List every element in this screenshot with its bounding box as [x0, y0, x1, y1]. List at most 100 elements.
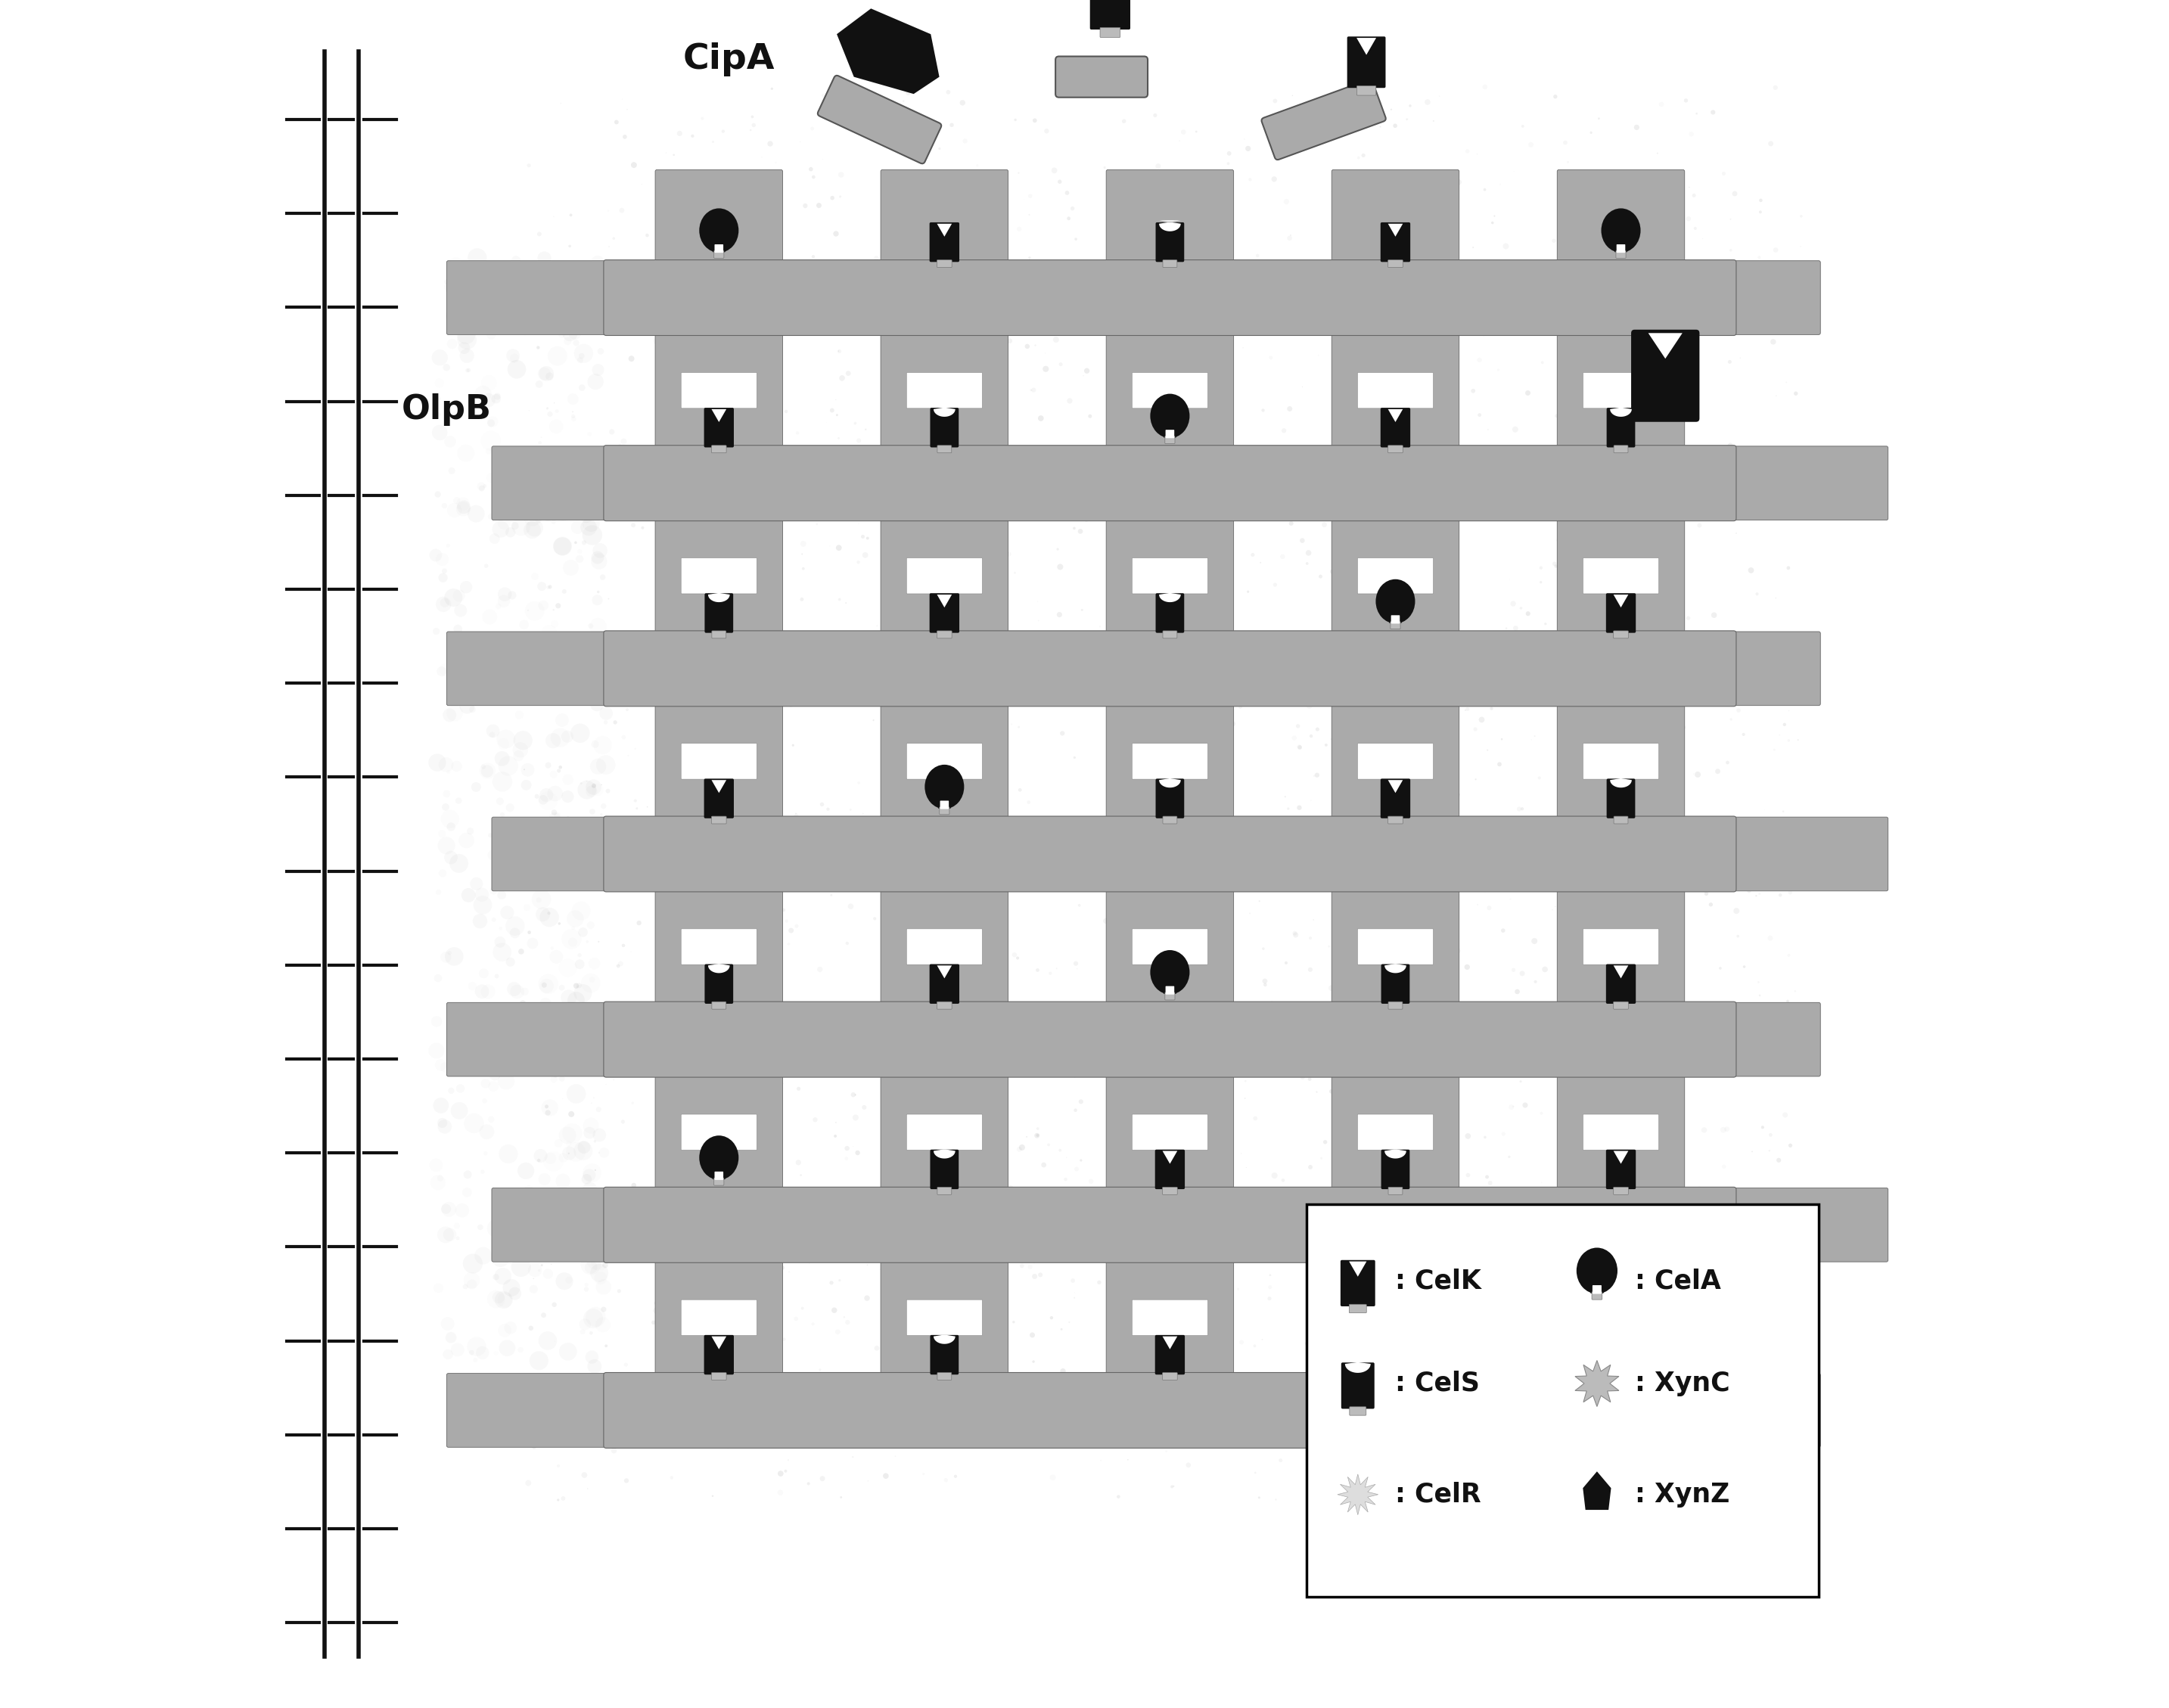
Circle shape [748, 1079, 755, 1085]
Circle shape [1616, 309, 1618, 313]
Circle shape [1609, 256, 1612, 260]
Circle shape [1132, 1401, 1134, 1404]
Circle shape [1325, 261, 1332, 266]
Circle shape [1510, 601, 1516, 606]
Circle shape [547, 372, 553, 381]
Circle shape [1397, 869, 1403, 874]
FancyBboxPatch shape [1388, 816, 1403, 823]
Circle shape [1041, 1163, 1045, 1168]
FancyBboxPatch shape [1557, 700, 1685, 822]
FancyBboxPatch shape [1727, 1003, 1820, 1076]
Circle shape [1599, 931, 1603, 934]
Circle shape [1497, 1501, 1501, 1505]
Polygon shape [1388, 781, 1403, 793]
Circle shape [1683, 99, 1687, 102]
Circle shape [915, 572, 922, 579]
FancyBboxPatch shape [1106, 169, 1234, 266]
Circle shape [1074, 526, 1076, 529]
Circle shape [1152, 623, 1154, 625]
Circle shape [1156, 237, 1160, 241]
Circle shape [581, 1472, 588, 1477]
Circle shape [631, 162, 638, 167]
Circle shape [1080, 608, 1082, 611]
Circle shape [616, 453, 620, 456]
FancyBboxPatch shape [937, 1001, 952, 1009]
Circle shape [570, 415, 575, 418]
FancyBboxPatch shape [1347, 36, 1386, 87]
Circle shape [442, 364, 451, 371]
Circle shape [1076, 1189, 1080, 1192]
Circle shape [449, 854, 469, 873]
Circle shape [1182, 295, 1184, 299]
Circle shape [482, 395, 486, 400]
Polygon shape [1384, 1332, 1406, 1344]
Circle shape [1126, 377, 1130, 381]
Circle shape [534, 1149, 547, 1163]
FancyBboxPatch shape [1614, 1001, 1629, 1009]
FancyBboxPatch shape [907, 1300, 983, 1336]
Circle shape [1330, 569, 1334, 574]
Circle shape [1455, 630, 1458, 634]
Circle shape [534, 794, 540, 799]
Circle shape [1787, 1298, 1792, 1301]
Polygon shape [1158, 777, 1180, 787]
Circle shape [753, 1411, 757, 1416]
Circle shape [1438, 1079, 1442, 1083]
Polygon shape [837, 9, 939, 94]
Circle shape [729, 1202, 731, 1204]
Circle shape [1280, 1061, 1282, 1064]
Circle shape [1434, 743, 1436, 746]
FancyBboxPatch shape [1165, 430, 1173, 439]
Circle shape [581, 524, 603, 545]
Circle shape [523, 521, 540, 538]
Circle shape [1030, 388, 1037, 393]
Circle shape [1729, 360, 1731, 364]
Circle shape [1657, 477, 1659, 478]
Circle shape [495, 752, 510, 767]
Circle shape [1707, 1293, 1711, 1298]
Polygon shape [1388, 410, 1403, 422]
Circle shape [1670, 1208, 1674, 1211]
Circle shape [1416, 1050, 1423, 1056]
FancyBboxPatch shape [1388, 1001, 1403, 1009]
Circle shape [499, 1339, 516, 1356]
Circle shape [983, 622, 987, 627]
Circle shape [1590, 132, 1592, 133]
Circle shape [1009, 668, 1013, 671]
Circle shape [1013, 847, 1017, 852]
Circle shape [1627, 704, 1631, 709]
Circle shape [1310, 1295, 1314, 1300]
Circle shape [1625, 203, 1627, 207]
Circle shape [1000, 1344, 1004, 1348]
Circle shape [1130, 801, 1134, 804]
FancyBboxPatch shape [711, 816, 727, 823]
Circle shape [1104, 919, 1108, 924]
Circle shape [1488, 1180, 1492, 1185]
FancyBboxPatch shape [1388, 603, 1401, 623]
Circle shape [1193, 214, 1195, 215]
Circle shape [1525, 1491, 1529, 1496]
Text: OlpB: OlpB [401, 393, 490, 427]
Circle shape [677, 132, 683, 137]
Circle shape [937, 943, 941, 948]
Circle shape [581, 477, 583, 480]
Circle shape [577, 781, 596, 799]
Circle shape [742, 1336, 746, 1339]
Circle shape [1542, 1266, 1546, 1269]
Circle shape [566, 1413, 570, 1416]
Circle shape [1139, 634, 1143, 639]
Circle shape [596, 348, 603, 355]
Circle shape [1737, 709, 1742, 712]
Circle shape [894, 847, 898, 851]
Circle shape [1659, 299, 1664, 302]
Circle shape [1071, 447, 1076, 451]
Circle shape [1707, 1278, 1714, 1284]
Circle shape [1364, 572, 1369, 577]
Circle shape [1705, 892, 1709, 895]
Circle shape [1616, 1114, 1622, 1119]
Circle shape [794, 1196, 798, 1199]
FancyBboxPatch shape [714, 1160, 724, 1180]
Circle shape [1436, 950, 1440, 953]
Polygon shape [1356, 38, 1375, 55]
Circle shape [811, 254, 816, 258]
